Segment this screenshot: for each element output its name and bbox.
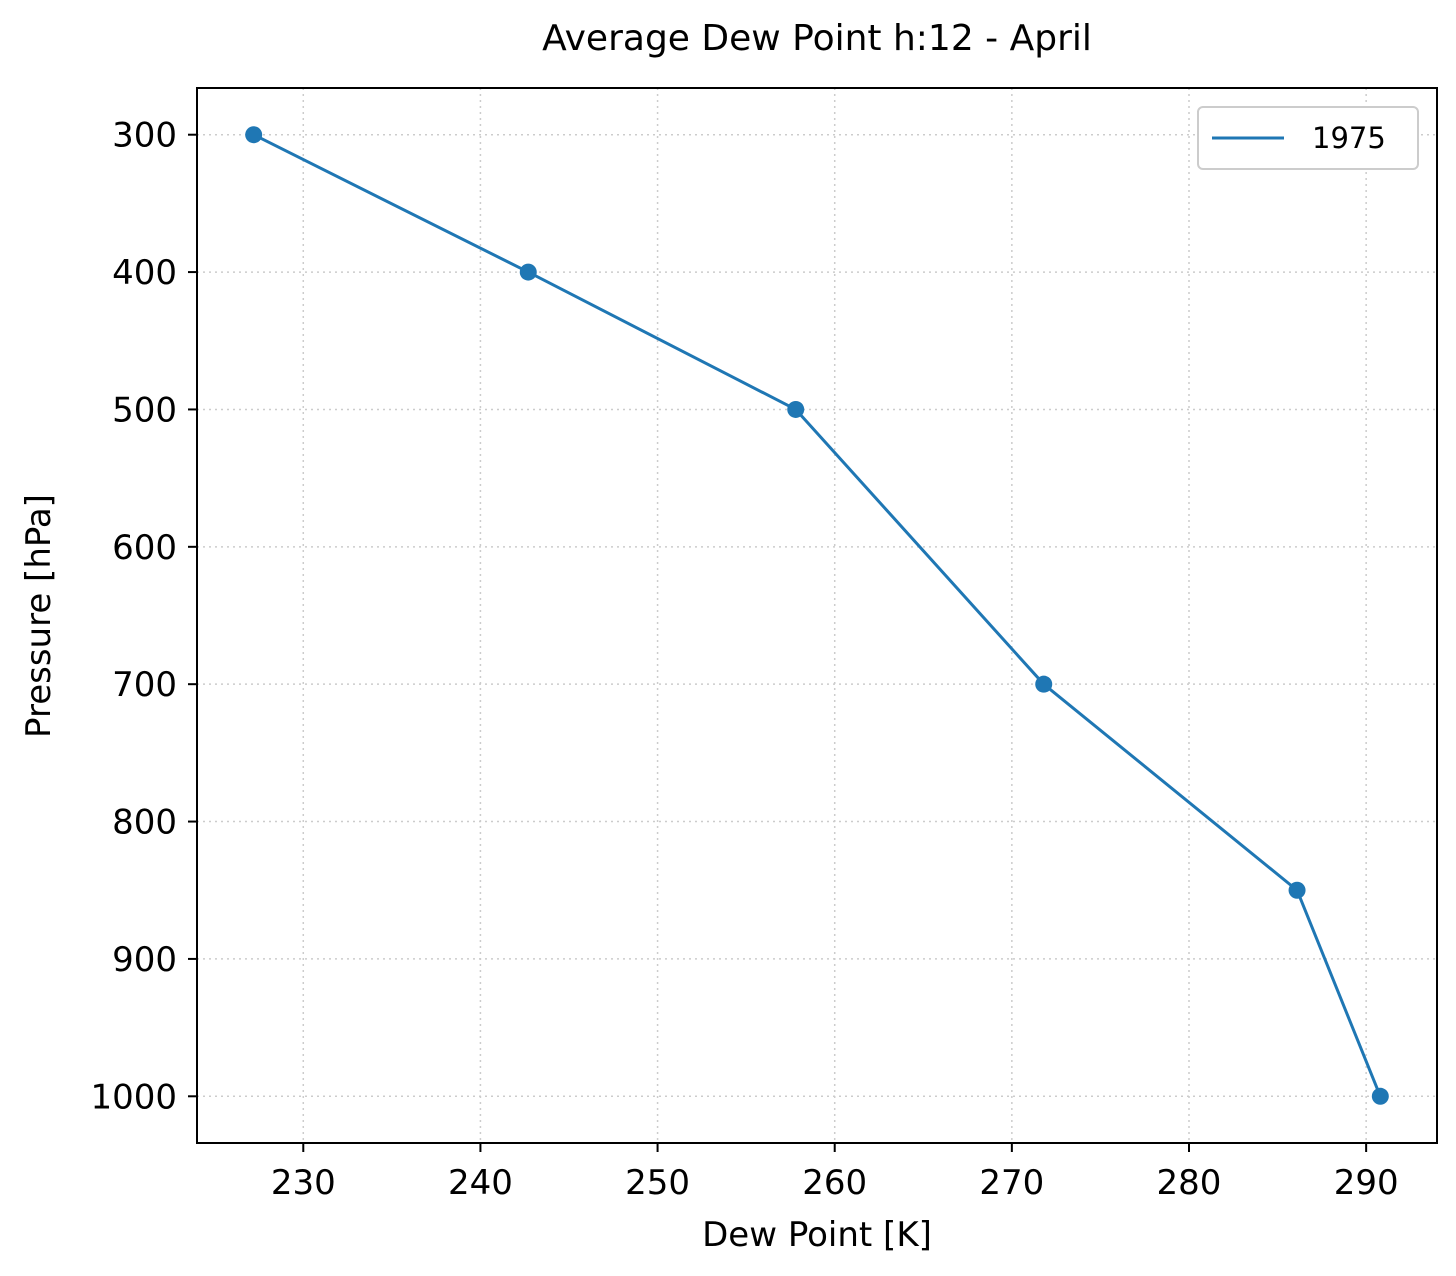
y-axis-ticks: 300 400 500 600 700 800 900 1000 [90,116,197,1117]
data-point-1975-1000 [1371,1087,1389,1105]
y-tick-label-600: 600 [112,528,177,568]
y-tick-label-700: 700 [112,665,177,705]
x-tick-label-260: 260 [802,1163,867,1203]
series-layer [245,126,1389,1105]
x-axis-ticks: 230 240 250 260 270 280 290 [271,1143,1399,1203]
y-tick-label-900: 900 [112,940,177,980]
x-tick-label-250: 250 [625,1163,690,1203]
legend-box [1197,106,1419,170]
grid-lines [197,88,1437,1143]
axes [196,87,1438,1144]
y-tick-label-500: 500 [112,390,177,430]
plot-frame [196,87,1438,1144]
x-axis-label: Dew Point [K] [702,1215,932,1255]
data-point-1975-500 [787,400,805,418]
data-point-1975-300 [245,126,263,144]
data-point-1975-400 [519,263,537,281]
x-tick-label-280: 280 [1157,1163,1222,1203]
y-tick-label-300: 300 [112,116,177,156]
x-tick-label-230: 230 [271,1163,336,1203]
y-tick-label-1000: 1000 [90,1077,177,1117]
data-point-1975-700 [1035,675,1053,693]
x-tick-label-240: 240 [448,1163,513,1203]
y-tick-label-400: 400 [112,253,177,293]
x-tick-label-290: 290 [1334,1163,1399,1203]
data-point-1975-850 [1288,881,1306,899]
legend: 1975 [1197,106,1419,170]
y-tick-label-800: 800 [112,803,177,843]
chart-title: Average Dew Point h:12 - April [542,18,1092,59]
legend-label-1975: 1975 [1312,121,1386,155]
y-axis-label: Pressure [hPa] [19,494,59,738]
series-line-1975 [253,133,1382,1097]
x-tick-label-270: 270 [979,1163,1044,1203]
